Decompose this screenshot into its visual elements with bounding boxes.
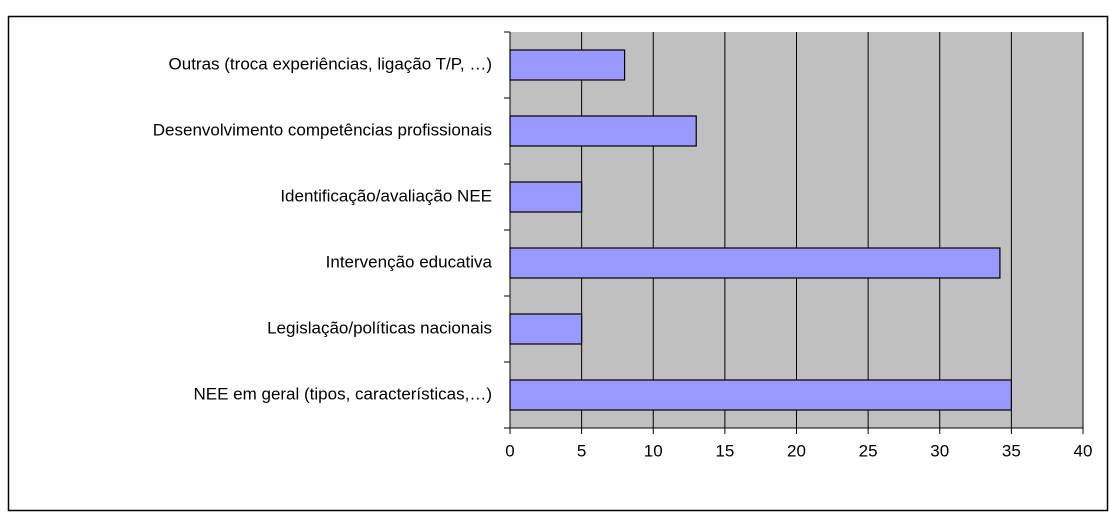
y-tick-label: Identificação/avaliação NEE <box>280 186 492 205</box>
bar <box>509 313 583 345</box>
bar <box>509 379 1012 411</box>
x-tick-label: 30 <box>930 441 949 460</box>
x-tick-label: 15 <box>715 441 734 460</box>
x-tick-label: 0 <box>505 441 514 460</box>
y-tick-label: Legislação/políticas nacionais <box>267 318 492 337</box>
bar <box>509 181 583 213</box>
y-tick-label: NEE em geral (tipos, características,…) <box>193 384 492 403</box>
bar <box>509 247 1001 279</box>
x-tick-label: 20 <box>787 441 806 460</box>
x-tick-label: 35 <box>1002 441 1021 460</box>
bar <box>509 49 626 81</box>
x-tick-label: 25 <box>859 441 878 460</box>
x-tick-label: 5 <box>577 441 586 460</box>
y-tick-label: Intervenção educativa <box>326 252 493 271</box>
y-tick-label: Desenvolvimento competências profissiona… <box>153 120 492 139</box>
bar <box>509 115 697 147</box>
y-tick-label: Outras (troca experiências, ligação T/P,… <box>169 54 492 73</box>
x-tick-label: 40 <box>1074 441 1093 460</box>
x-tick-label: 10 <box>644 441 663 460</box>
